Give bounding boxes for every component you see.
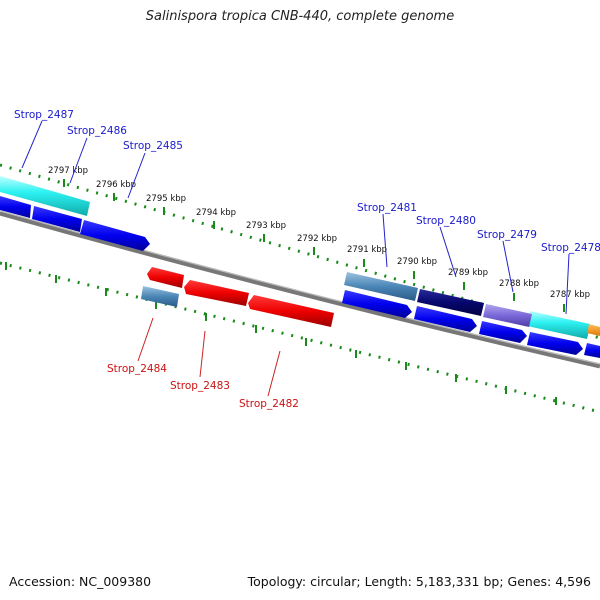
gene-fwd-arrow-7 [527, 332, 583, 355]
gene-reverse-steel-block [141, 286, 179, 307]
kbp-tick-label: 2795 kbp [146, 194, 186, 204]
kbp-tick-label: 2788 kbp [499, 279, 539, 289]
gene-strop-2479-block [483, 304, 532, 327]
kbp-tick-label: 2797 kbp [48, 166, 88, 176]
gene-strop-2482-arrow [248, 295, 334, 327]
gene-strop-2480-block [417, 289, 484, 316]
map-title: Salinispora tropica CNB-440, complete ge… [145, 9, 455, 24]
genome-backbone [0, 210, 600, 369]
gene-fwd-arrow-6 [479, 321, 527, 343]
gene-label-strop-2486[interactable]: Strop_2486 [67, 125, 127, 137]
gene-label-strop-2481[interactable]: Strop_2481 [357, 202, 417, 214]
kbp-tick-label: 2792 kbp [297, 234, 337, 244]
gene-label-strop-2483[interactable]: Strop_2483 [170, 380, 230, 392]
gene-strop-2481-block [344, 272, 418, 301]
kbp-tick-label: 2791 kbp [347, 245, 387, 255]
gene-fwd-arrow-4 [342, 290, 412, 318]
kbp-tick-label: 2790 kbp [397, 257, 437, 267]
major-ticks [5, 179, 565, 405]
gene-label-strop-2482[interactable]: Strop_2482 [239, 398, 299, 410]
kbp-tick-label: 2789 kbp [448, 268, 488, 278]
gene-strop-2484-arrow [147, 267, 184, 288]
gene-strop-2483-arrow [184, 280, 249, 306]
gene-strop-2485-arrow [80, 220, 150, 251]
gene-label-strop-2479[interactable]: Strop_2479 [477, 229, 537, 241]
accession-text: Accession: NC_009380 [9, 574, 152, 589]
gene-label-strop-2480[interactable]: Strop_2480 [416, 215, 476, 227]
gene-label-strop-2487[interactable]: Strop_2487 [14, 109, 74, 121]
reverse-leader-lines [137, 317, 281, 397]
forward-leader-lines [21, 120, 570, 315]
kbp-tick-label: 2794 kbp [196, 208, 236, 218]
forward-gene-labels: Strop_2487 Strop_2486 Strop_2485 Strop_2… [14, 109, 600, 254]
gene-label-strop-2485[interactable]: Strop_2485 [123, 140, 183, 152]
gene-fwd-arrow-8 [584, 343, 600, 358]
gene-strop-2478-block [527, 311, 590, 339]
gene-label-strop-2478[interactable]: Strop_2478 [541, 242, 600, 254]
gene-label-strop-2484[interactable]: Strop_2484 [107, 363, 167, 375]
gene-fwd-arrow-2 [32, 206, 82, 232]
kbp-labels: 2797 kbp 2796 kbp 2795 kbp 2794 kbp 2793 kbp… [48, 166, 590, 300]
gene-next-orange-block [587, 324, 600, 336]
kbp-tick-label: 2793 kbp [246, 221, 286, 231]
reverse-gene-labels: Strop_2484 Strop_2483 Strop_2482 [107, 363, 299, 410]
gene-strop-2486-block [0, 176, 90, 216]
genome-summary-text: Topology: circular; Length: 5,183,331 bp… [247, 574, 591, 589]
kbp-tick-label: 2787 kbp [550, 290, 590, 300]
gene-fwd-arrow-1 [0, 196, 31, 218]
kbp-tick-label: 2796 kbp [96, 180, 136, 190]
gene-fwd-arrow-5 [414, 306, 477, 332]
